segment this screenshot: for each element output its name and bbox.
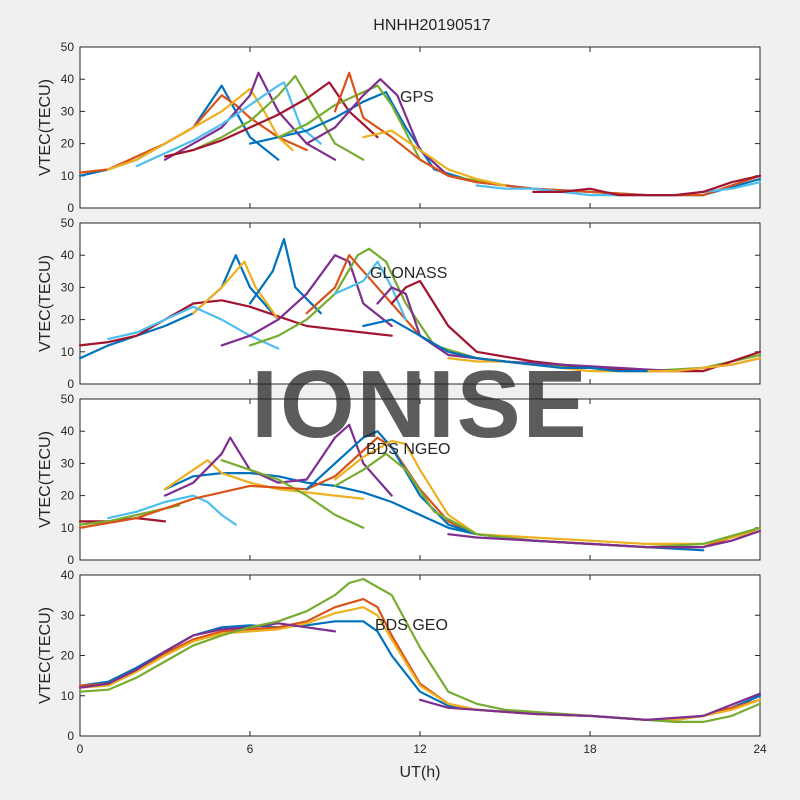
series-line-5 — [418, 692, 762, 721]
panel-label: GPS — [400, 89, 434, 106]
series-line-3 — [78, 622, 337, 689]
y-tick-label: 0 — [67, 729, 74, 743]
panel-label: BDS NGEO — [366, 441, 450, 458]
y-axis-label: VTEC(TECU) — [37, 255, 54, 352]
y-tick-label: 0 — [67, 377, 74, 391]
series-line-9 — [305, 78, 478, 184]
y-tick-label: 10 — [61, 521, 75, 535]
series-line-5 — [220, 254, 393, 347]
y-axis-label: VTEC(TECU) — [37, 79, 54, 176]
series-line-9 — [333, 439, 762, 545]
watermark: IONISE — [251, 351, 588, 458]
series-line-4 — [163, 459, 365, 500]
series-group — [78, 71, 762, 197]
y-tick-label: 50 — [61, 40, 75, 54]
y-tick-label: 10 — [61, 169, 75, 183]
panel-0: 0 10 20 30 40 50 VTEC(TECU) GPS — [37, 40, 762, 215]
series-line-13 — [532, 174, 762, 197]
x-tick-label: 6 — [247, 742, 254, 756]
panel-label: BDS GEO — [375, 617, 448, 634]
series-group — [78, 577, 762, 723]
series-line-2 — [192, 260, 280, 321]
panel-axes-box — [79, 46, 761, 209]
series-line-2 — [107, 494, 237, 526]
panel-1: 0 10 20 30 40 50 VTEC(TECU) GLONASS — [37, 216, 762, 391]
y-tick-label: 20 — [61, 649, 75, 663]
x-tick-label: 12 — [413, 742, 427, 756]
panel-axes-box — [79, 398, 761, 561]
x-tick-label: 0 — [77, 742, 84, 756]
x-axis-label: UT(h) — [400, 764, 441, 781]
y-tick-label: 10 — [61, 345, 75, 359]
panels: 0 10 20 30 40 50 VTEC(TECU) GPS 0 10 20 30 40 50 VTEC(… — [37, 40, 767, 756]
y-tick-label: 20 — [61, 137, 75, 151]
chart-title: HNHH20190517 — [373, 17, 491, 34]
y-tick-label: 40 — [61, 72, 75, 86]
series-line-1 — [78, 299, 393, 347]
x-tick-label: 18 — [583, 742, 597, 756]
series-line-12 — [362, 318, 648, 373]
series-line-1 — [78, 94, 308, 174]
y-tick-label: 50 — [61, 392, 75, 406]
y-tick-label: 40 — [61, 248, 75, 262]
series-group — [78, 423, 762, 552]
y-tick-label: 40 — [61, 424, 75, 438]
panel-3: 0 10 20 30 40 0 6 12 18 24 VTEC(TECU) BDS GEO — [37, 568, 767, 756]
series-line-5 — [163, 423, 393, 497]
panel-axes-box — [79, 574, 761, 737]
y-tick-label: 10 — [61, 689, 75, 703]
series-line-4 — [192, 74, 365, 161]
x-tick-label: 24 — [753, 742, 767, 756]
series-line-5 — [135, 81, 322, 168]
y-tick-label: 40 — [61, 568, 75, 582]
panel-2: 0 10 20 30 40 50 VTEC(TECU) BDS NGEO — [37, 392, 762, 567]
y-tick-label: 0 — [67, 553, 74, 567]
y-tick-label: 30 — [61, 104, 75, 118]
series-line-3 — [163, 71, 337, 161]
panel-label: GLONASS — [370, 265, 447, 282]
y-tick-label: 20 — [61, 313, 75, 327]
y-axis-label: VTEC(TECU) — [37, 431, 54, 528]
series-group — [78, 238, 762, 373]
y-tick-label: 30 — [61, 608, 75, 622]
series-line-11 — [447, 529, 762, 549]
y-tick-label: 30 — [61, 456, 75, 470]
y-axis-label: VTEC(TECU) — [37, 607, 54, 704]
y-tick-label: 0 — [67, 201, 74, 215]
series-line-2 — [107, 87, 294, 171]
y-tick-label: 20 — [61, 489, 75, 503]
series-line-8 — [305, 430, 535, 542]
series-line-11 — [362, 129, 507, 187]
y-tick-label: 50 — [61, 216, 75, 230]
y-tick-label: 30 — [61, 280, 75, 294]
